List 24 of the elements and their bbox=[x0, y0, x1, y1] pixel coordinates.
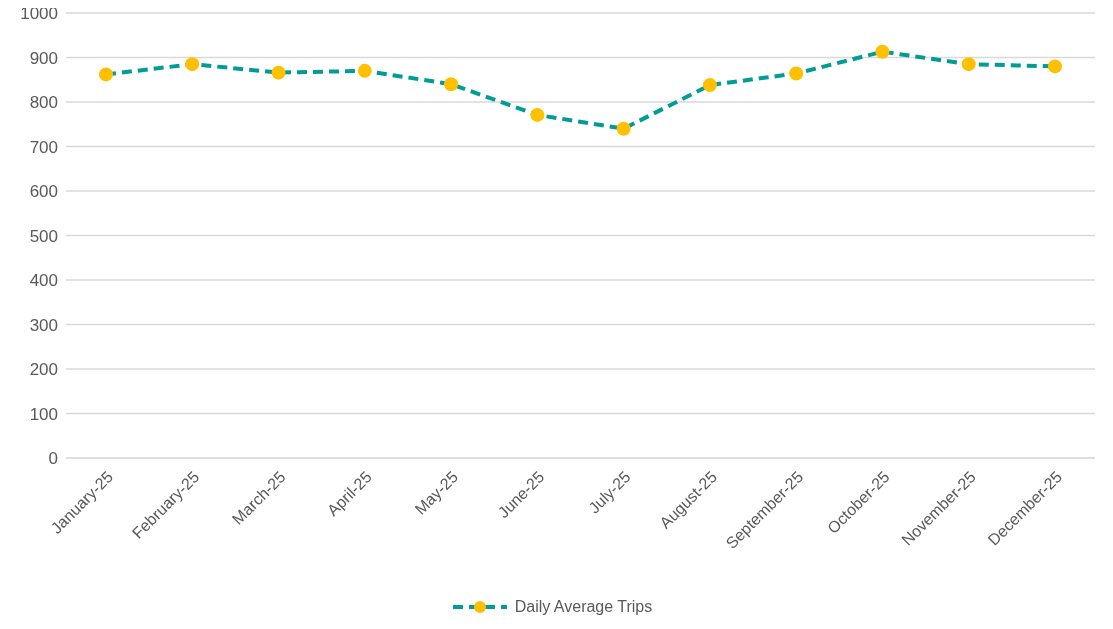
y-tick-label: 200 bbox=[29, 360, 58, 380]
y-tick-label: 700 bbox=[29, 137, 58, 157]
y-tick-label: 300 bbox=[29, 315, 58, 335]
point bbox=[702, 78, 717, 93]
y-tick-label: 500 bbox=[29, 226, 58, 246]
y-tick-label: 800 bbox=[29, 93, 58, 113]
y-tick-label: 1000 bbox=[20, 4, 58, 24]
point bbox=[961, 57, 976, 72]
point bbox=[271, 65, 286, 80]
legend-label: Daily Average Trips bbox=[514, 598, 653, 616]
y-tick-label: 900 bbox=[29, 48, 58, 68]
point bbox=[616, 121, 631, 136]
point bbox=[185, 57, 200, 72]
y-tick-label: 0 bbox=[48, 449, 58, 469]
point bbox=[444, 77, 459, 92]
point bbox=[789, 66, 804, 81]
point bbox=[357, 63, 372, 78]
y-tick-label: 100 bbox=[29, 404, 58, 424]
y-tick-label: 400 bbox=[29, 271, 58, 291]
y-tick-label: 600 bbox=[29, 182, 58, 202]
point bbox=[530, 107, 545, 122]
point bbox=[875, 44, 890, 59]
point bbox=[1048, 59, 1062, 74]
point bbox=[99, 67, 113, 82]
